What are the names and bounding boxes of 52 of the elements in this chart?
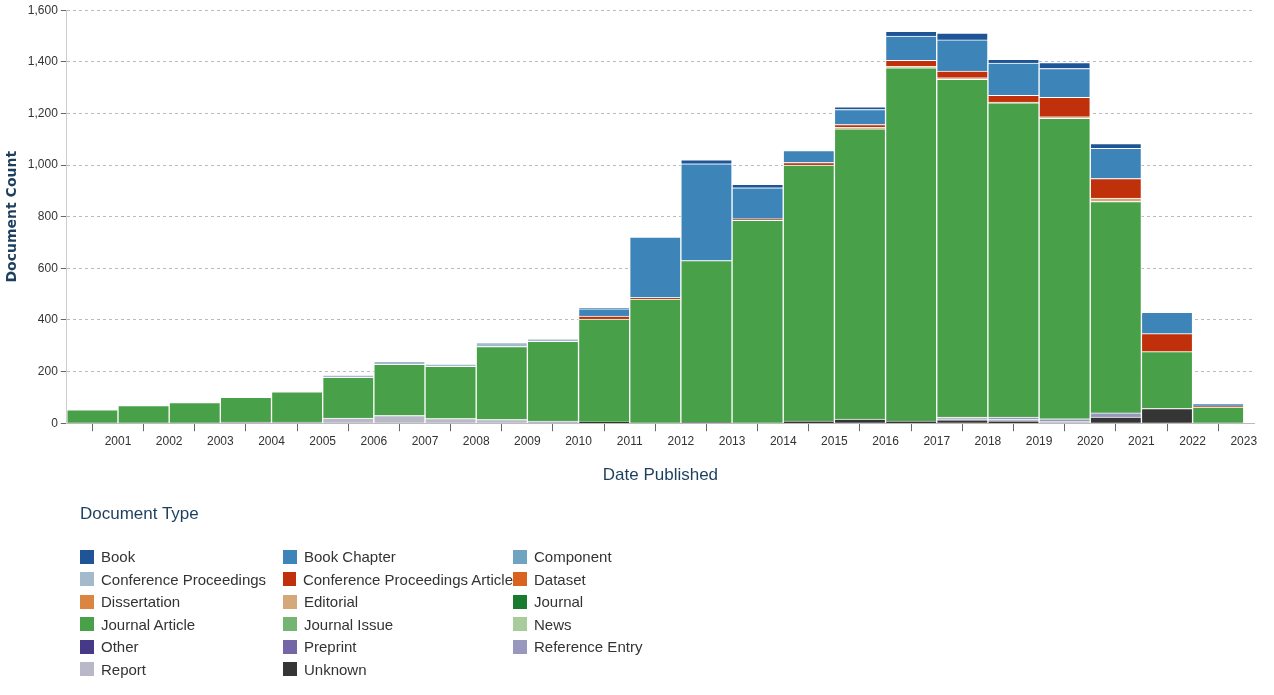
x-tick-label: 2019 xyxy=(1025,433,1053,448)
x-tick-label: 2002 xyxy=(155,433,183,448)
legend-label: Conference Proceedings xyxy=(101,570,267,588)
y-axis-title: Document Count xyxy=(3,150,20,283)
legend-label: Book Chapter xyxy=(304,548,396,566)
y-tick-label: 1,400 xyxy=(27,54,59,69)
x-tick-label: 2008 xyxy=(462,433,490,448)
y-tick-label: 400 xyxy=(37,312,59,327)
x-tick-label: 2010 xyxy=(565,433,593,448)
x-tick-label: 2016 xyxy=(872,433,900,448)
x-tick-label: 2004 xyxy=(258,433,286,448)
x-tick-label: 2021 xyxy=(1128,433,1156,448)
x-tick-label: 2009 xyxy=(514,433,542,448)
legend-label: Other xyxy=(101,638,139,656)
x-tick-label: 2014 xyxy=(769,433,797,448)
legend-label: Journal Issue xyxy=(304,615,394,633)
x-tick-label: 2006 xyxy=(360,433,388,448)
x-tick-label: 2011 xyxy=(616,433,643,448)
legend-label: Journal Article xyxy=(101,615,196,633)
legend-label: Component xyxy=(534,548,612,566)
legend-label: Journal xyxy=(534,593,584,611)
legend-label: Dataset xyxy=(534,570,586,588)
legend-label: Unknown xyxy=(304,660,367,678)
x-tick-label: 2017 xyxy=(923,433,951,448)
x-tick-label: 2012 xyxy=(667,433,695,448)
legend-label: Editorial xyxy=(304,593,359,611)
legend-label: Dissertation xyxy=(101,593,181,611)
x-tick-label: 2013 xyxy=(718,433,746,448)
y-tick-label: 1,200 xyxy=(27,105,59,120)
legend-title: Document Type xyxy=(80,504,200,524)
x-tick-label: 2001 xyxy=(104,433,132,448)
y-tick-label: 200 xyxy=(37,363,59,378)
x-axis-title: Date Published xyxy=(602,465,719,485)
x-tick-label: 2018 xyxy=(974,433,1002,448)
y-tick-label: 1,600 xyxy=(27,2,59,17)
x-tick-label: 2003 xyxy=(206,433,235,448)
x-tick-label: 2022 xyxy=(1179,433,1207,448)
legend-label: Book xyxy=(101,548,136,566)
x-tick-label: 2020 xyxy=(1076,433,1104,448)
x-tick-label: 2015 xyxy=(821,433,849,448)
x-tick-label: 2023 xyxy=(1230,433,1258,448)
y-tick-label: 800 xyxy=(37,209,59,224)
legend-label: News xyxy=(534,615,572,633)
legend-label: Report xyxy=(101,660,147,678)
y-tick-label: 600 xyxy=(37,260,59,275)
legend-label: Preprint xyxy=(304,638,357,656)
y-tick-label: 1,000 xyxy=(27,157,59,172)
x-tick-label: 2007 xyxy=(411,433,439,448)
y-tick-label: 0 xyxy=(51,415,59,430)
x-tick-label: 2005 xyxy=(309,433,337,448)
legend-label: Reference Entry xyxy=(534,638,643,656)
legend-label: Conference Proceedings Article xyxy=(302,570,513,588)
